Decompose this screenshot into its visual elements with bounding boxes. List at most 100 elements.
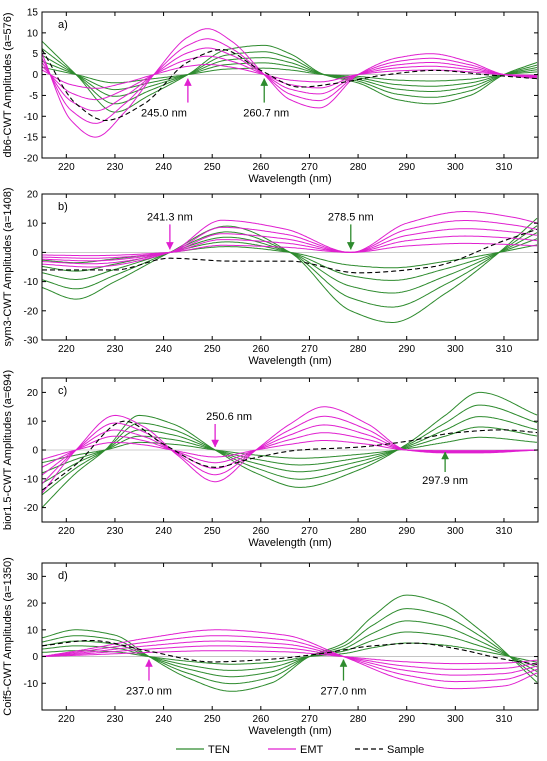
series-line-emt-3 bbox=[42, 47, 538, 112]
series-group bbox=[42, 391, 538, 508]
x-tick-label: 290 bbox=[398, 162, 415, 173]
x-tick-label: 260 bbox=[252, 344, 269, 355]
y-tick-label: -10 bbox=[24, 112, 39, 123]
x-tick-label: 290 bbox=[398, 526, 415, 537]
legend-label-ten: TEN bbox=[208, 744, 230, 756]
plot-frame bbox=[41, 562, 539, 711]
plot-frame bbox=[41, 11, 539, 159]
y-axis-label: sym3-CWT Amplitudes (a=1408) bbox=[2, 187, 14, 346]
y-tick-label: -5 bbox=[29, 91, 38, 102]
x-tick-label: 280 bbox=[350, 526, 367, 537]
series-line-emt-5 bbox=[42, 64, 538, 89]
x-tick-label: 310 bbox=[496, 162, 513, 173]
x-tick-label: 300 bbox=[447, 344, 464, 355]
annotation-1: 237.0 nm bbox=[126, 658, 172, 698]
y-tick-label: -20 bbox=[24, 503, 39, 514]
series-line-emt-3 bbox=[42, 228, 538, 262]
series-line-ten-1 bbox=[42, 40, 538, 113]
series-line-ten-4 bbox=[42, 60, 538, 91]
x-tick-label: 310 bbox=[496, 344, 513, 355]
x-axis-label: Wavelength (nm) bbox=[248, 537, 331, 549]
y-tick-label: 10 bbox=[27, 417, 39, 428]
annotation-2: 260.7 nm bbox=[243, 78, 289, 120]
legend: TEN EMT Sample bbox=[176, 744, 424, 756]
series-line-ten-4 bbox=[42, 426, 538, 474]
annotation-label: 245.0 nm bbox=[141, 108, 187, 120]
y-tick-label: -30 bbox=[24, 336, 39, 347]
y-axis-label: Coif5-CWT Amplitudes (a=1350) bbox=[2, 557, 14, 715]
y-axis-label: db6-CWT Amplitudes (a=576) bbox=[2, 12, 14, 157]
x-tick-label: 300 bbox=[447, 714, 464, 725]
legend-label-sample: Sample bbox=[387, 744, 424, 756]
x-tick-label: 240 bbox=[155, 344, 172, 355]
y-tick-label: 0 bbox=[32, 652, 38, 663]
series-line-emt-1 bbox=[42, 211, 538, 268]
x-tick-label: 280 bbox=[350, 344, 367, 355]
y-tick-label: 0 bbox=[32, 446, 38, 457]
series-line-emt-5 bbox=[42, 650, 538, 665]
x-axis-label: Wavelength (nm) bbox=[248, 725, 331, 737]
annotation-label: 278.5 nm bbox=[328, 211, 374, 223]
y-tick-label: 15 bbox=[27, 8, 39, 19]
x-tick-label: 260 bbox=[252, 162, 269, 173]
series-line-emt-2 bbox=[42, 220, 538, 265]
x-tick-label: 220 bbox=[58, 526, 75, 537]
x-tick-label: 250 bbox=[204, 714, 221, 725]
panel-label: b) bbox=[58, 201, 68, 213]
y-tick-label: -20 bbox=[24, 154, 39, 165]
series-line-ten-5 bbox=[42, 244, 538, 269]
series-line-ten-3 bbox=[42, 54, 538, 97]
x-tick-label: 230 bbox=[107, 344, 124, 355]
annotation-1: 245.0 nm bbox=[141, 78, 192, 120]
series-line-emt-4 bbox=[42, 432, 538, 468]
x-tick-label: 220 bbox=[58, 714, 75, 725]
legend-label-emt: EMT bbox=[300, 744, 324, 756]
annotation-label: 277.0 nm bbox=[321, 686, 367, 698]
y-tick-label: 5 bbox=[32, 49, 38, 60]
series-line-ten-5 bbox=[42, 436, 538, 464]
series-line-ten-1 bbox=[42, 594, 538, 692]
x-tick-label: 300 bbox=[447, 162, 464, 173]
x-tick-label: 260 bbox=[252, 714, 269, 725]
series-group bbox=[42, 28, 538, 138]
series-line-emt-3 bbox=[42, 640, 538, 676]
x-axis-label: Wavelength (nm) bbox=[248, 173, 331, 185]
y-tick-label: -15 bbox=[24, 133, 39, 144]
x-tick-label: 230 bbox=[107, 714, 124, 725]
x-tick-label: 270 bbox=[301, 344, 318, 355]
x-tick-label: 220 bbox=[58, 162, 75, 173]
annotation-2: 297.9 nm bbox=[422, 451, 468, 487]
annotation-1: 250.6 nm bbox=[206, 411, 252, 448]
series-line-emt-1 bbox=[42, 629, 538, 690]
y-tick-label: 10 bbox=[27, 28, 39, 39]
annotation-label: 237.0 nm bbox=[126, 686, 172, 698]
y-axis-label: bior1.5-CWT Amplitudes (a=694) bbox=[2, 370, 14, 530]
annotation-label: 260.7 nm bbox=[243, 108, 289, 120]
series-line-sample bbox=[42, 48, 538, 122]
y-tick-label: 20 bbox=[27, 190, 39, 201]
x-tick-label: 290 bbox=[398, 714, 415, 725]
panel-3: 220 230 240 250 260 270 280 290 300 310 -20 -10 0 10 2… bbox=[2, 370, 539, 549]
panel-4: 220 230 240 250 260 270 280 290 300 310 -10 0 10 20 30… bbox=[2, 557, 539, 737]
series-line-sample bbox=[42, 228, 538, 274]
annotation-arrow-head bbox=[339, 658, 348, 667]
x-tick-label: 280 bbox=[350, 714, 367, 725]
annotation-arrow-head bbox=[165, 242, 174, 250]
x-tick-label: 260 bbox=[252, 526, 269, 537]
panel-label: a) bbox=[58, 19, 68, 31]
panel-1: 220 230 240 250 260 270 280 290 300 310 -20 -15 -10 -… bbox=[2, 8, 539, 185]
x-tick-label: 230 bbox=[107, 162, 124, 173]
x-tick-label: 280 bbox=[350, 162, 367, 173]
series-line-ten-4 bbox=[42, 631, 538, 671]
x-tick-label: 310 bbox=[496, 714, 513, 725]
panel-label: d) bbox=[58, 570, 68, 582]
y-tick-label: -10 bbox=[24, 474, 39, 485]
x-tick-label: 220 bbox=[58, 344, 75, 355]
annotation-arrow-head bbox=[145, 658, 153, 667]
x-tick-label: 250 bbox=[204, 344, 221, 355]
series-line-sample bbox=[42, 420, 538, 491]
x-tick-label: 240 bbox=[155, 714, 172, 725]
panel-2: 220 230 240 250 260 270 280 290 300 310 -30 -20 -10 0… bbox=[2, 187, 539, 367]
plot-frame bbox=[41, 193, 539, 341]
